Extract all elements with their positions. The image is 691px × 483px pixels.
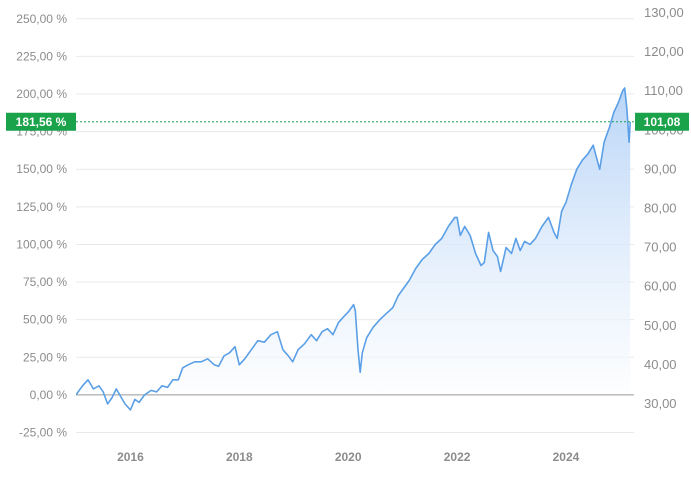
y-right-tick-label: 40,00	[644, 357, 677, 372]
series-area	[76, 88, 631, 410]
x-tick-label: 2020	[335, 450, 362, 464]
series-line-layer	[76, 87, 631, 411]
y-left-tick-label: 50,00 %	[23, 313, 67, 327]
x-tick-label: 2018	[226, 450, 253, 464]
y-left-tick-label: 125,00 %	[16, 200, 67, 214]
y-right-tick-label: 60,00	[644, 279, 677, 294]
x-axis-labels: 2016 2018 2020 2022 2024	[117, 450, 580, 464]
y-right-tick-label: 130,00	[644, 5, 684, 20]
y-left-tick-label: 150,00 %	[16, 162, 67, 176]
current-percent-badge	[6, 112, 76, 131]
y-left-tick-label: 100,00 %	[16, 237, 67, 251]
y-left-tick-label: 250,00 %	[16, 12, 67, 26]
y-right-tick-label: 90,00	[644, 161, 677, 176]
current-price-label: 101,08	[644, 115, 681, 129]
y-right-tick-label: 110,00	[644, 83, 683, 98]
y-left-tick-label: 200,00 %	[16, 87, 67, 101]
series-line	[76, 87, 631, 411]
y-left-tick-label: 25,00 %	[23, 350, 67, 364]
y-left-tick-label: 225,00 %	[16, 49, 67, 63]
current-percent-label: 181,56 %	[16, 115, 67, 129]
x-tick-label: 2022	[444, 450, 471, 464]
y-right-tick-label: 50,00	[644, 318, 677, 333]
y-axis-right-labels: 130,00120,00110,00100,0090,0080,0070,006…	[644, 5, 684, 411]
area-fill-layer	[76, 88, 631, 410]
y-right-tick-label: 30,00	[644, 396, 677, 411]
y-right-tick-label: 80,00	[644, 201, 677, 216]
y-right-tick-label: 120,00	[644, 44, 684, 59]
y-right-tick-label: 70,00	[644, 240, 677, 255]
y-left-tick-label: 75,00 %	[23, 275, 67, 289]
y-axis-left-labels: 250,00 %225,00 %200,00 %175,00 %150,00 %…	[16, 12, 67, 440]
x-tick-label: 2024	[553, 450, 580, 464]
current-value-marker: 181,56 % 101,08	[6, 112, 689, 131]
y-left-tick-label: -25,00 %	[19, 425, 67, 439]
current-price-badge	[635, 112, 689, 131]
y-left-tick-label: 0,00 %	[30, 388, 68, 402]
x-tick-label: 2016	[117, 450, 144, 464]
